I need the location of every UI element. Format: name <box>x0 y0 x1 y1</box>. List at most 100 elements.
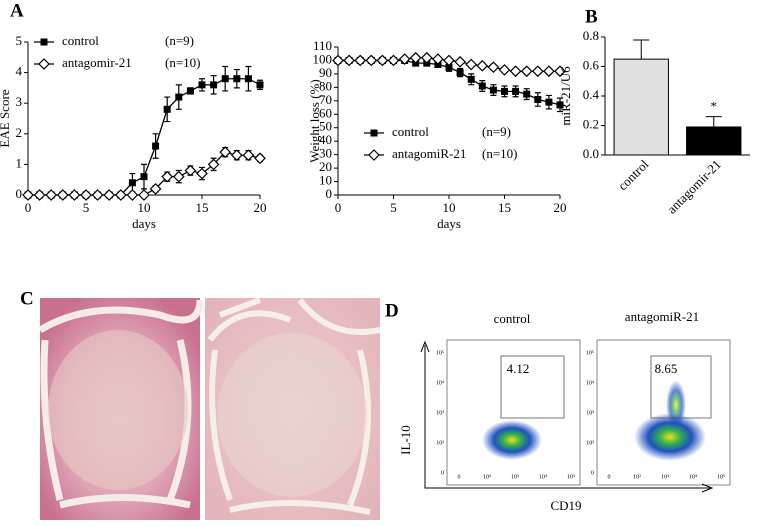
flow-x-tick: 10² <box>633 474 641 480</box>
x-tick-label: 5 <box>83 200 90 215</box>
y-tick-label: 0 <box>16 186 23 201</box>
flow-x-tick: 0 <box>608 474 611 480</box>
y-tick-label: 20 <box>319 159 332 174</box>
data-point <box>175 93 183 101</box>
y-tick-label: 0.4 <box>583 87 600 102</box>
legend-n: (n=9) <box>482 124 511 139</box>
flow-y-tick: 10⁴ <box>436 380 444 386</box>
y-axis-label: EAE Score <box>0 89 12 147</box>
y-tick-label: 0.0 <box>583 146 599 161</box>
x-tick-label: control <box>615 156 652 193</box>
x-tick-label: 20 <box>254 200 267 215</box>
legend-label: control <box>392 124 429 139</box>
y-tick-label: 0.6 <box>583 57 600 72</box>
data-point <box>233 75 241 83</box>
data-point <box>387 54 400 67</box>
y-tick-label: 30 <box>319 146 332 161</box>
y-tick-label: 1 <box>16 155 23 170</box>
data-point <box>138 189 150 201</box>
x-tick-label: 5 <box>390 200 397 215</box>
data-point <box>554 65 566 78</box>
data-point <box>456 69 464 77</box>
flow-y-tick: 10² <box>586 440 594 446</box>
data-point <box>207 158 220 171</box>
data-point <box>523 90 531 98</box>
flow-y-tick: 10⁵ <box>436 350 444 356</box>
data-point <box>501 87 508 95</box>
data-point <box>196 167 208 180</box>
data-point <box>478 82 486 90</box>
panel-label: D <box>385 300 399 321</box>
y-tick-label: 0.2 <box>583 116 599 131</box>
panel-label: A <box>10 0 24 21</box>
data-point <box>254 152 266 165</box>
data-point <box>520 65 533 78</box>
legend-n: (n=10) <box>482 146 518 161</box>
flow-y-tick: 0 <box>591 470 594 476</box>
flow-y-tick: 10⁴ <box>586 380 594 386</box>
data-point <box>376 54 389 67</box>
data-point <box>443 54 455 67</box>
data-point <box>33 189 46 201</box>
data-point <box>409 51 422 64</box>
flow-y-tick: 10³ <box>436 410 444 416</box>
data-point <box>498 64 511 76</box>
y-tick-label: 0 <box>326 186 333 201</box>
x-tick-label: 15 <box>196 200 209 215</box>
data-point <box>556 101 564 109</box>
bar <box>686 126 742 156</box>
data-point <box>534 95 542 103</box>
data-point <box>244 75 252 83</box>
x-tick-label: 0 <box>335 200 342 215</box>
flow-y-tick: 10² <box>436 440 444 446</box>
y-axis-label: IL-10 <box>398 425 413 455</box>
bar <box>613 58 669 156</box>
data-point <box>509 65 522 78</box>
panel-label: B <box>585 6 598 27</box>
data-point <box>531 65 544 78</box>
y-tick-label: 60 <box>319 105 332 120</box>
y-tick-label: 5 <box>16 33 23 48</box>
data-point <box>487 61 500 74</box>
data-point <box>354 54 367 67</box>
x-tick-label: 0 <box>25 200 32 215</box>
histology <box>38 297 381 520</box>
data-point <box>172 170 185 183</box>
legend-n: (n=9) <box>165 33 194 48</box>
data-point <box>489 86 497 94</box>
flow-y-tick: 10⁵ <box>586 350 594 356</box>
gate-value: 4.12 <box>507 361 530 376</box>
data-point <box>365 54 378 67</box>
flow-x-tick: 10⁵ <box>567 474 575 480</box>
y-tick-label: 50 <box>319 119 332 134</box>
data-point <box>114 189 127 201</box>
data-point <box>343 54 355 67</box>
x-tick-label: antagomir-21 <box>664 157 724 217</box>
data-point <box>545 98 553 106</box>
data-point <box>22 189 34 201</box>
data-point <box>184 164 197 177</box>
data-point <box>332 54 344 67</box>
data-point <box>242 149 255 162</box>
data-point <box>221 75 229 83</box>
data-point <box>476 59 489 72</box>
flow-title: antagomiR-21 <box>625 309 699 324</box>
data-point <box>467 75 475 83</box>
data-point <box>161 170 174 183</box>
flow-x-tick: 10³ <box>511 474 519 480</box>
data-point <box>445 63 453 71</box>
flow-plots <box>420 339 731 493</box>
data-point <box>256 81 264 89</box>
x-tick-label: 20 <box>554 200 567 215</box>
data-point <box>219 146 232 159</box>
x-tick-label: 15 <box>498 200 511 215</box>
data-point <box>152 142 160 150</box>
y-tick-label: 0.8 <box>583 28 599 43</box>
data-point <box>91 189 104 201</box>
data-point <box>163 105 171 113</box>
data-point <box>512 87 520 95</box>
data-point <box>56 189 69 201</box>
y-tick-label: 70 <box>319 92 332 107</box>
data-point <box>149 183 162 195</box>
